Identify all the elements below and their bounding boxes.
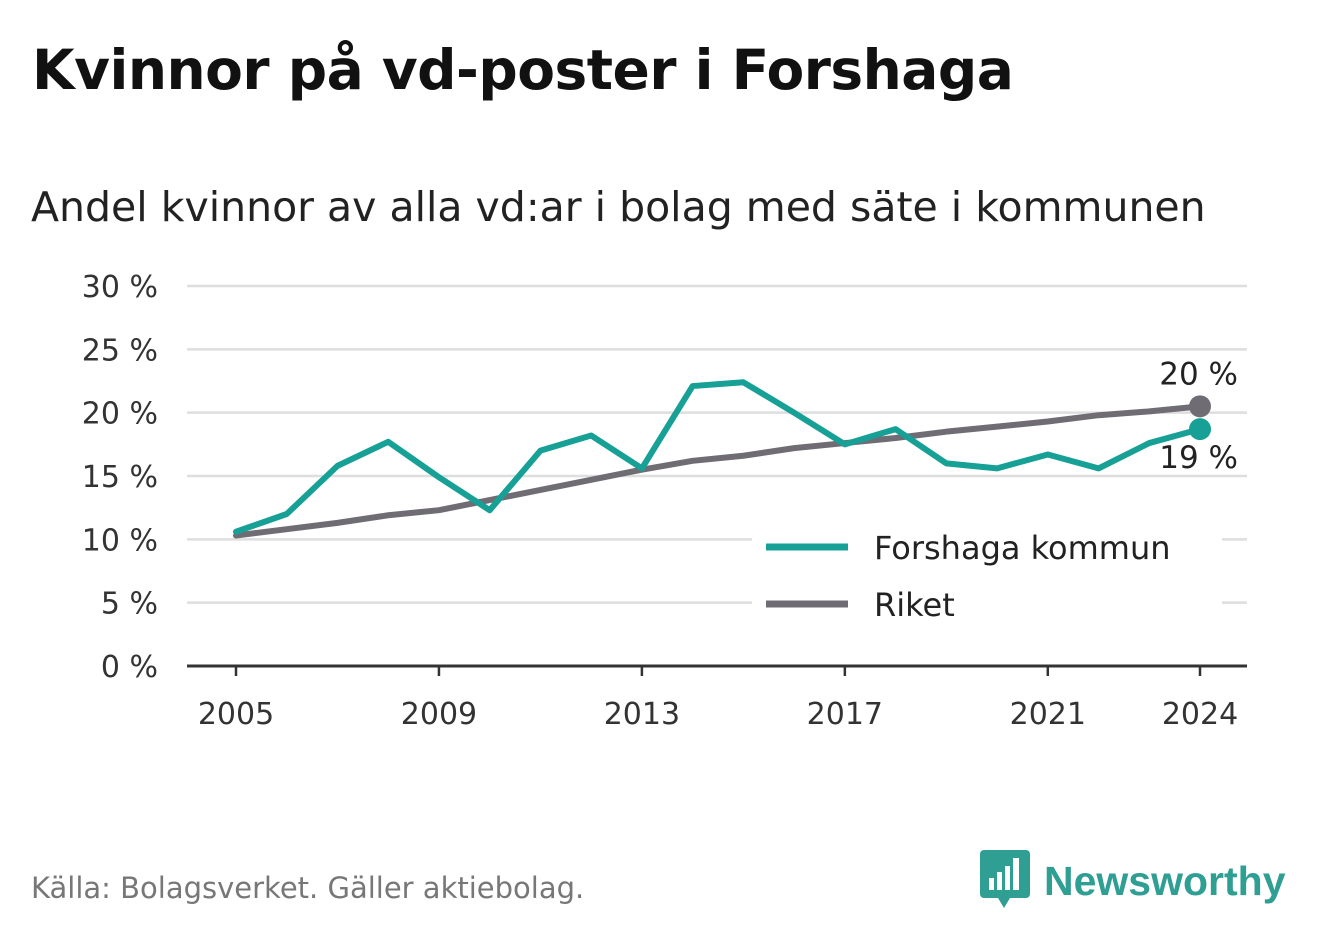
x-tick-label: 2024 <box>1162 697 1238 732</box>
legend-label: Forshaga kommun <box>874 529 1171 567</box>
y-axis: 0 % 5 % 10 % 15 % 20 % 25 % 30 % <box>82 270 158 685</box>
y-tick-label: 20 % <box>82 397 158 432</box>
x-tick-label: 2005 <box>198 697 274 732</box>
y-tick-label: 0 % <box>101 650 158 685</box>
source-note: Källa: Bolagsverket. Gäller aktiebolag. <box>31 871 585 905</box>
grid-lines <box>187 284 1247 604</box>
x-tick-label: 2009 <box>401 697 477 732</box>
newsworthy-logo-icon <box>980 850 1030 912</box>
series-end-point-0 <box>1189 418 1211 441</box>
chart-subtitle: Andel kvinnor av alla vd:ar i bolag med … <box>31 183 1206 231</box>
series-end-point-1 <box>1189 395 1211 418</box>
brand-name: Newsworthy <box>1044 857 1286 904</box>
end-label-riket: 20 % <box>1159 356 1238 392</box>
legend-label: Riket <box>874 586 955 624</box>
x-tick-label: 2013 <box>604 697 680 732</box>
x-axis: 2005 2009 2013 2017 2021 2024 <box>187 664 1247 732</box>
y-tick-label: 15 % <box>82 460 158 495</box>
y-tick-label: 25 % <box>82 333 158 368</box>
series-line-0 <box>233 379 1203 535</box>
y-tick-label: 10 % <box>82 523 158 558</box>
end-label-forshaga: 19 % <box>1159 440 1238 476</box>
x-tick-label: 2021 <box>1010 697 1086 732</box>
series-line-1 <box>233 403 1203 539</box>
y-tick-label: 30 % <box>82 270 158 305</box>
y-tick-label: 5 % <box>101 587 158 622</box>
chart-title: Kvinnor på vd-poster i Forshaga <box>32 38 1014 102</box>
brand-logo[interactable]: Newsworthy <box>980 850 1286 912</box>
legend: Forshaga kommun Riket <box>752 520 1222 636</box>
x-tick-label: 2017 <box>807 697 883 732</box>
legend-background <box>752 520 1222 636</box>
series-lines <box>233 379 1211 539</box>
end-labels: 20 % 19 % <box>1159 356 1238 476</box>
